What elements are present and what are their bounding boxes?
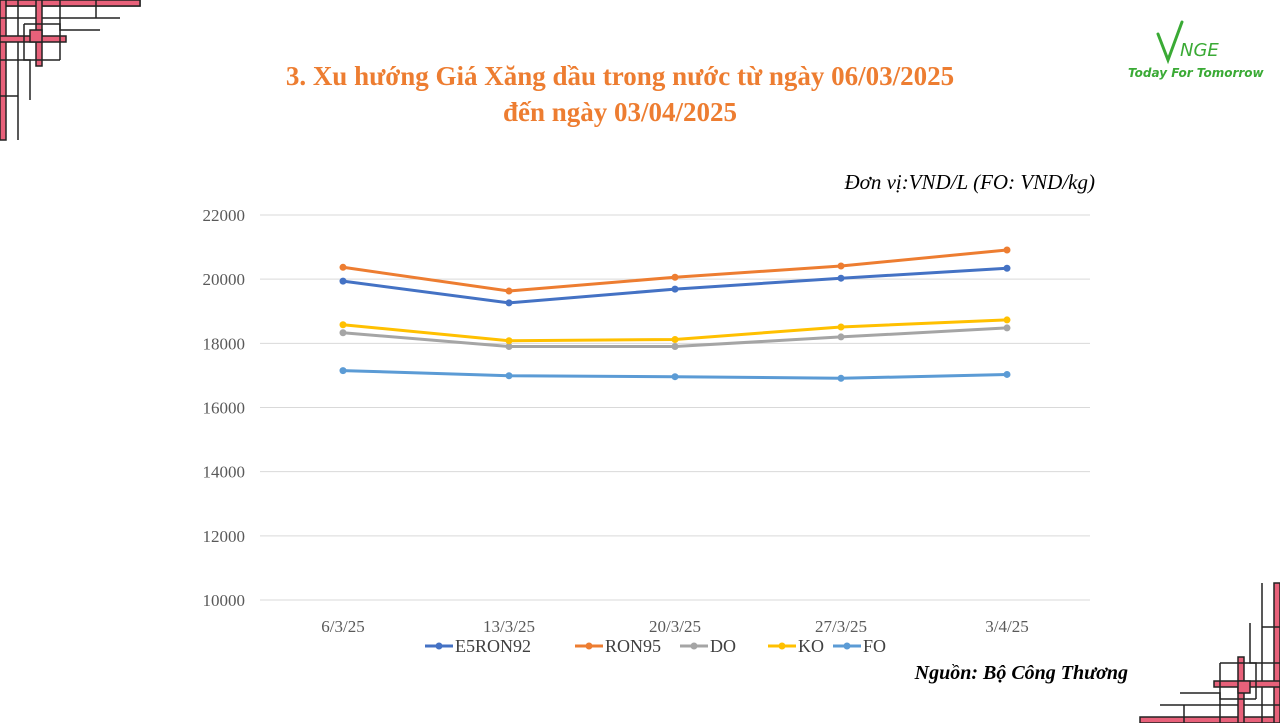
legend-marker [585,642,593,650]
data-point [505,299,513,307]
legend-item: E5RON92 [425,636,531,656]
data-point [505,287,513,295]
legend-label: RON95 [605,636,661,656]
data-point [1003,316,1011,324]
corner-ornament-top-left [0,0,141,141]
svg-text:NGE: NGE [1180,40,1219,61]
series-line [342,266,1008,305]
legend-label: KO [798,636,824,656]
data-point [671,335,679,343]
data-point [671,273,679,281]
page-title-line-2: đến ngày 03/04/2025 [502,97,738,127]
chart-series [339,246,1011,382]
legend-marker [435,642,443,650]
data-point [837,374,845,382]
data-point [671,373,679,381]
data-point [505,337,513,345]
data-point [671,343,679,351]
legend-marker [690,642,698,650]
y-tick-label: 12000 [203,527,246,546]
unit-note: Đơn vị:VND/L (FO: VND/kg) [844,170,1095,194]
data-point [505,372,513,380]
legend-item: RON95 [575,636,661,656]
data-point [339,321,347,329]
data-point [837,333,845,341]
y-tick-label: 10000 [203,591,246,610]
legend-label: FO [863,636,886,656]
chart-legend: E5RON92 RON95 DO KO FO [425,636,886,656]
data-point [837,274,845,282]
data-point [1003,370,1011,378]
data-point [837,262,845,270]
page-title-line-1: 3. Xu hướng Giá Xăng dầu trong nước từ n… [285,61,955,91]
series-ko [339,316,1011,345]
series-ron95 [339,246,1011,295]
data-point [339,263,347,271]
series-line [342,248,1008,293]
y-tick-label: 22000 [203,206,246,225]
x-axis-ticks: 6/3/25 13/3/25 20/3/25 27/3/25 3/4/25 [321,617,1028,636]
data-point [1003,246,1011,254]
legend-marker [843,642,851,650]
data-point [671,285,679,293]
y-tick-label: 14000 [203,463,246,482]
vnge-logo: NGE [1156,20,1219,65]
x-tick-label: 27/3/25 [815,617,867,636]
y-axis-ticks: 10000 12000 14000 16000 18000 20000 22000 [203,206,246,610]
source-note: Nguồn: Bộ Công Thương [914,662,1128,684]
x-tick-label: 13/3/25 [483,617,535,636]
page-title: 3. Xu hướng Giá Xăng dầu trong nước từ n… [120,58,1120,130]
x-tick-label: 20/3/25 [649,617,701,636]
legend-marker [778,642,786,650]
data-point [339,277,347,285]
series-e5ron92 [339,264,1011,307]
series-fo [339,367,1011,382]
chart-gridlines [260,214,1090,601]
y-tick-label: 16000 [203,399,246,418]
x-tick-label: 6/3/25 [321,617,364,636]
legend-item: DO [680,636,736,656]
data-point [837,323,845,331]
legend-label: DO [710,636,736,656]
y-tick-label: 20000 [203,270,246,289]
legend-item: KO [768,636,824,656]
data-point [339,329,347,337]
legend-item: FO [833,636,886,656]
data-point [505,343,513,351]
logo-tagline: Today For Tomorrow [1128,66,1264,80]
data-point [339,367,347,375]
data-point [1003,264,1011,272]
x-tick-label: 3/4/25 [985,617,1028,636]
legend-label: E5RON92 [455,636,531,656]
y-tick-label: 18000 [203,334,246,353]
data-point [1003,324,1011,332]
series-do [339,324,1011,351]
